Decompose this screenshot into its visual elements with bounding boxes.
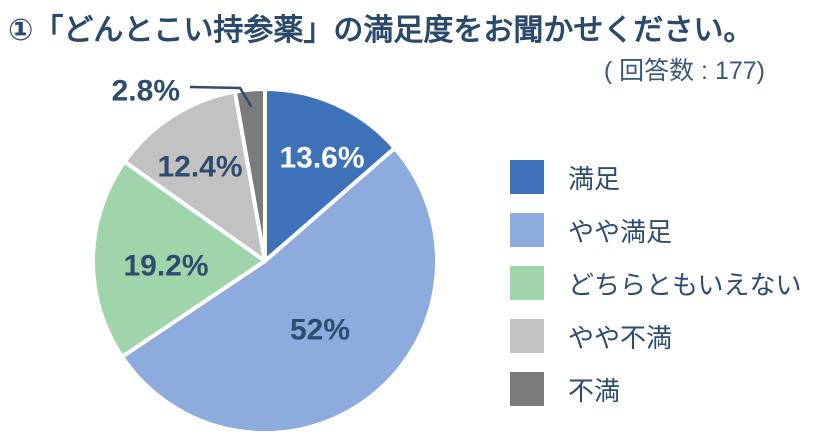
pie-slice-3 (91, 159, 267, 359)
legend-swatch-1 (510, 160, 544, 194)
legend-swatch-4 (510, 319, 544, 353)
pie-slice-5 (232, 86, 267, 263)
legend-swatch-3 (510, 266, 544, 300)
legend-item-3: どちらともいえない (510, 266, 801, 300)
legend-label-2: やや満足 (568, 216, 673, 247)
legend-label-3: どちらともいえない (568, 269, 802, 300)
pie-slice-2 (120, 146, 439, 435)
legend-label-5: 不満 (568, 375, 621, 406)
legend: 満足やや満足どちらともいえない やや不満不満 (510, 160, 801, 406)
respondent-count: ( 回答数 : 177) (603, 57, 765, 85)
legend-item-5: 不満 (510, 372, 801, 406)
slice-label-1: 13.6% (279, 142, 364, 175)
legend-label-4: やや不満 (568, 322, 673, 353)
legend-label-1: 満足 (568, 163, 621, 194)
legend-item-4: やや不満 (510, 319, 801, 353)
legend-item-1: 満足 (510, 160, 801, 194)
slice-label-4: 12.4% (157, 151, 242, 184)
pie-slice-4 (122, 89, 267, 263)
slice-label-5-external: 2.8% (112, 75, 180, 108)
slice-label-3: 19.2% (123, 250, 208, 283)
legend-swatch-5 (510, 372, 544, 406)
leader-line (189, 85, 253, 108)
legend-item-2: やや満足 (510, 213, 801, 247)
page-title: ①「どんとこい持参薬」の満足度をお聞かせください。 (8, 14, 754, 47)
slice-label-2: 52% (290, 314, 350, 347)
pie-slice-1 (263, 87, 397, 263)
legend-swatch-2 (510, 213, 544, 247)
